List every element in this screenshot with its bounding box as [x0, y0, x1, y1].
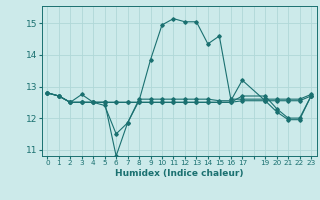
X-axis label: Humidex (Indice chaleur): Humidex (Indice chaleur) [115, 169, 244, 178]
